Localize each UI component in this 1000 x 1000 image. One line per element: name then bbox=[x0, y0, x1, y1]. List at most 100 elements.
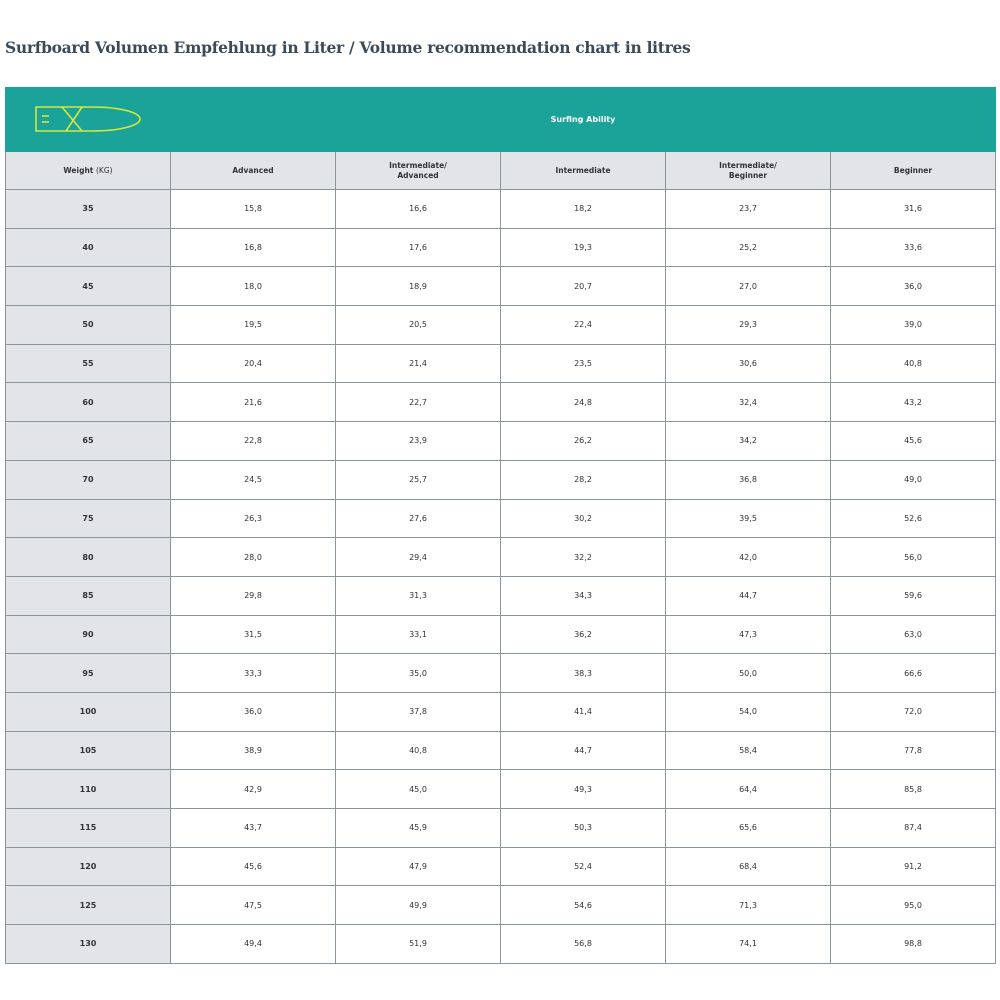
volume-cell: 63,0 bbox=[830, 614, 996, 655]
weight-cell: 40 bbox=[5, 227, 171, 268]
volume-cell: 31,3 bbox=[335, 575, 501, 616]
volume-cell: 36,2 bbox=[500, 614, 666, 655]
volume-cell: 36,0 bbox=[830, 266, 996, 307]
volume-cell: 24,5 bbox=[170, 459, 336, 500]
table-row: 55 20,4 21,4 23,5 30,6 40,8 bbox=[5, 343, 996, 384]
volume-cell: 29,8 bbox=[170, 575, 336, 616]
volume-cell: 25,7 bbox=[335, 459, 501, 500]
volume-cell: 47,9 bbox=[335, 846, 501, 887]
volume-cell: 54,6 bbox=[500, 885, 666, 926]
weight-cell: 80 bbox=[5, 537, 171, 577]
volume-cell: 18,9 bbox=[335, 266, 501, 307]
volume-cell: 32,2 bbox=[500, 537, 666, 577]
column-header-beginner: Beginner bbox=[830, 151, 996, 190]
table-row: 50 19,5 20,5 22,4 29,3 39,0 bbox=[5, 305, 996, 345]
column-header-intermediate: Intermediate bbox=[500, 151, 666, 190]
volume-cell: 87,4 bbox=[830, 808, 996, 848]
weight-cell: 60 bbox=[5, 382, 171, 423]
volume-cell: 43,7 bbox=[170, 808, 336, 848]
volume-cell: 52,6 bbox=[830, 498, 996, 539]
volume-cell: 68,4 bbox=[665, 846, 831, 887]
weight-cell: 70 bbox=[5, 459, 171, 500]
volume-cell: 24,8 bbox=[500, 382, 666, 423]
volume-cell: 41,4 bbox=[500, 691, 666, 732]
volume-cell: 95,0 bbox=[830, 885, 996, 926]
volume-cell: 18,0 bbox=[170, 266, 336, 307]
volume-cell: 20,7 bbox=[500, 266, 666, 307]
volume-cell: 21,4 bbox=[335, 343, 501, 384]
volume-cell: 15,8 bbox=[170, 189, 336, 229]
volume-cell: 22,8 bbox=[170, 421, 336, 461]
table-row: 75 26,3 27,6 30,2 39,5 52,6 bbox=[5, 498, 996, 539]
volume-cell: 91,2 bbox=[830, 846, 996, 887]
volume-cell: 44,7 bbox=[500, 730, 666, 771]
volume-cell: 33,6 bbox=[830, 227, 996, 268]
volume-cell: 34,3 bbox=[500, 575, 666, 616]
weight-cell: 50 bbox=[5, 305, 171, 345]
volume-cell: 49,9 bbox=[335, 885, 501, 926]
table-row: 95 33,3 35,0 38,3 50,0 66,6 bbox=[5, 653, 996, 693]
volume-cell: 20,5 bbox=[335, 305, 501, 345]
volume-cell: 50,0 bbox=[665, 653, 831, 693]
volume-cell: 56,8 bbox=[500, 924, 666, 964]
surfboard-icon bbox=[35, 105, 141, 132]
volume-cell: 66,6 bbox=[830, 653, 996, 693]
volume-cell: 71,3 bbox=[665, 885, 831, 926]
volume-cell: 64,4 bbox=[665, 769, 831, 809]
volume-cell: 51,9 bbox=[335, 924, 501, 964]
volume-cell: 40,8 bbox=[335, 730, 501, 771]
volume-cell: 45,6 bbox=[830, 421, 996, 461]
volume-cell: 47,5 bbox=[170, 885, 336, 926]
table-row: 120 45,6 47,9 52,4 68,4 91,2 bbox=[5, 846, 996, 887]
volume-cell: 49,3 bbox=[500, 769, 666, 809]
table-row: 60 21,6 22,7 24,8 32,4 43,2 bbox=[5, 382, 996, 423]
table-row: 110 42,9 45,0 49,3 64,4 85,8 bbox=[5, 769, 996, 809]
volume-cell: 39,5 bbox=[665, 498, 831, 539]
volume-cell: 34,2 bbox=[665, 421, 831, 461]
volume-cell: 49,0 bbox=[830, 459, 996, 500]
volume-cell: 33,3 bbox=[170, 653, 336, 693]
table-row: 40 16,8 17,6 19,3 25,2 33,6 bbox=[5, 227, 996, 268]
weight-cell: 95 bbox=[5, 653, 171, 693]
surfing-ability-header: Surfing Ability bbox=[170, 87, 996, 152]
weight-label: Weight bbox=[63, 165, 94, 175]
volume-cell: 20,4 bbox=[170, 343, 336, 384]
table-row: 105 38,9 40,8 44,7 58,4 77,8 bbox=[5, 730, 996, 771]
volume-cell: 72,0 bbox=[830, 691, 996, 732]
volume-cell: 56,0 bbox=[830, 537, 996, 577]
volume-cell: 21,6 bbox=[170, 382, 336, 423]
volume-cell: 59,6 bbox=[830, 575, 996, 616]
volume-cell: 28,2 bbox=[500, 459, 666, 500]
volume-cell: 16,8 bbox=[170, 227, 336, 268]
volume-cell: 29,3 bbox=[665, 305, 831, 345]
weight-cell: 55 bbox=[5, 343, 171, 384]
volume-cell: 16,6 bbox=[335, 189, 501, 229]
table-row: 125 47,5 49,9 54,6 71,3 95,0 bbox=[5, 885, 996, 926]
table-row: 70 24,5 25,7 28,2 36,8 49,0 bbox=[5, 459, 996, 500]
column-header-intermediate-advanced: Intermediate/ Advanced bbox=[335, 151, 501, 190]
volume-cell: 35,0 bbox=[335, 653, 501, 693]
table-banner-row: Surfing Ability bbox=[5, 87, 996, 152]
volume-cell: 19,5 bbox=[170, 305, 336, 345]
volume-cell: 36,8 bbox=[665, 459, 831, 500]
volume-cell: 23,5 bbox=[500, 343, 666, 384]
volume-cell: 30,2 bbox=[500, 498, 666, 539]
weight-cell: 130 bbox=[5, 924, 171, 964]
volume-table: Surfing Ability Weight (KG) Advanced Int… bbox=[5, 87, 996, 964]
volume-cell: 77,8 bbox=[830, 730, 996, 771]
weight-cell: 120 bbox=[5, 846, 171, 887]
volume-cell: 74,1 bbox=[665, 924, 831, 964]
volume-cell: 31,5 bbox=[170, 614, 336, 655]
weight-cell: 110 bbox=[5, 769, 171, 809]
volume-cell: 27,6 bbox=[335, 498, 501, 539]
table-row: 90 31,5 33,1 36,2 47,3 63,0 bbox=[5, 614, 996, 655]
volume-cell: 45,9 bbox=[335, 808, 501, 848]
volume-cell: 26,3 bbox=[170, 498, 336, 539]
table-body: 35 15,8 16,6 18,2 23,7 31,6 40 16,8 17,6 19,3 25,2… bbox=[5, 189, 996, 964]
volume-cell: 47,3 bbox=[665, 614, 831, 655]
volume-cell: 45,0 bbox=[335, 769, 501, 809]
table-row: 65 22,8 23,9 26,2 34,2 45,6 bbox=[5, 421, 996, 461]
volume-cell: 52,4 bbox=[500, 846, 666, 887]
volume-cell: 30,6 bbox=[665, 343, 831, 384]
volume-cell: 98,8 bbox=[830, 924, 996, 964]
